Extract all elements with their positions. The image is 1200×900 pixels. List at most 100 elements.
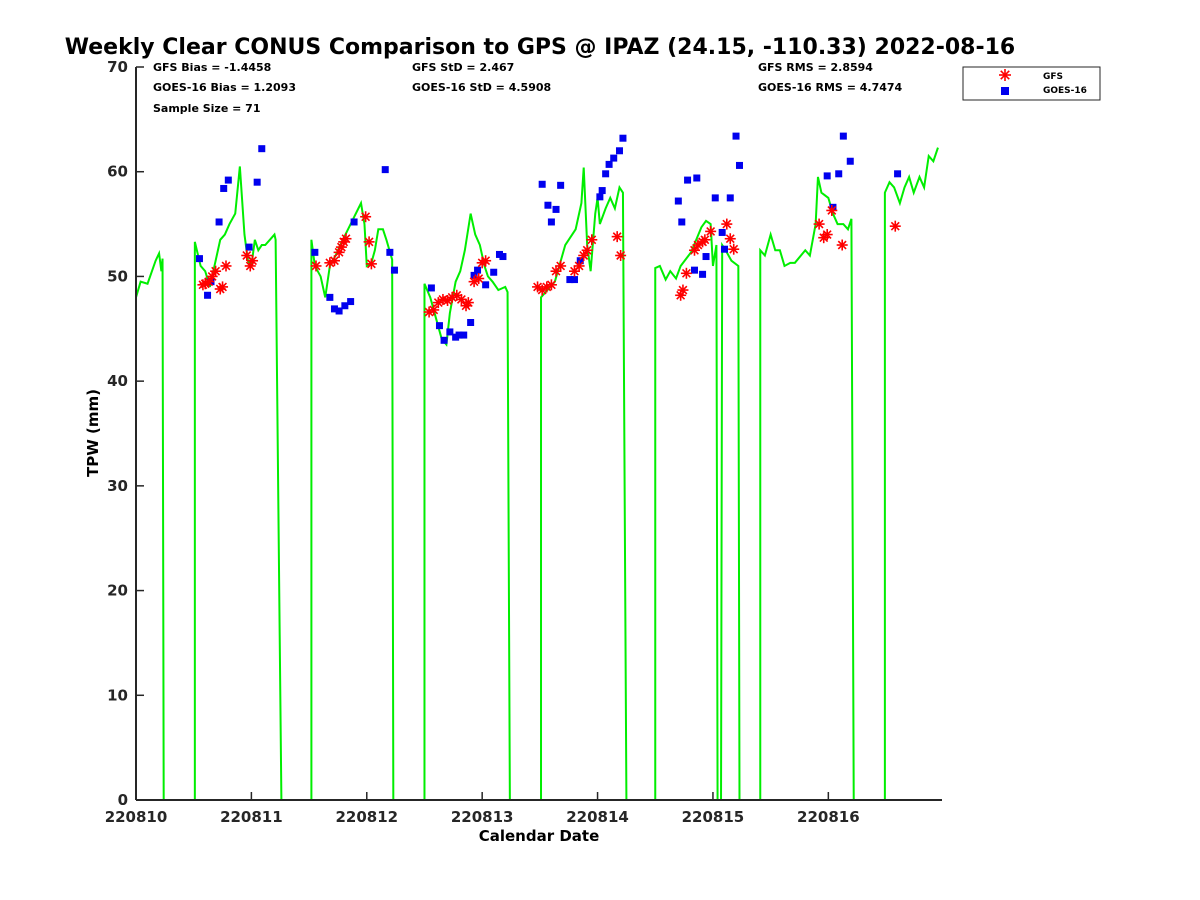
goes-point — [835, 170, 843, 178]
goes-point — [829, 203, 837, 211]
y-tick-label: 40 — [107, 372, 128, 390]
goes-point — [699, 270, 707, 278]
gfs-point — [821, 229, 833, 241]
stat-gfs-bias: GFS Bias = -1.4458 — [153, 61, 271, 74]
goes-point — [204, 291, 212, 299]
goes-point — [732, 132, 740, 140]
goes-point — [220, 184, 228, 192]
gfs-point — [677, 284, 689, 296]
goes-point — [674, 197, 682, 205]
x-tick-label: 220812 — [335, 808, 398, 826]
y-tick-label: 70 — [107, 58, 128, 76]
gfs-point — [724, 233, 736, 245]
goes-point — [224, 176, 232, 184]
legend-gfs-marker — [999, 69, 1011, 81]
goes-point — [605, 160, 613, 168]
gfs-point — [428, 304, 440, 316]
gfs-point — [555, 260, 567, 272]
goes-point — [576, 257, 584, 265]
x-tick-label: 220816 — [797, 808, 860, 826]
goes-point — [350, 218, 358, 226]
goes-point — [684, 176, 692, 184]
gfs-point — [455, 293, 467, 305]
y-axis-label: TPW (mm) — [84, 389, 102, 477]
goes-point — [544, 201, 552, 209]
goes-point — [490, 268, 498, 276]
gfs-point — [721, 218, 733, 230]
goes-point — [499, 253, 507, 261]
goes-point — [570, 276, 578, 284]
goes-point — [678, 218, 686, 226]
goes-point — [894, 170, 902, 178]
gfs-point — [578, 249, 590, 261]
x-tick-label: 220813 — [451, 808, 514, 826]
stat-gfs-rms: GFS RMS = 2.8594 — [758, 61, 873, 74]
gfs-point — [728, 243, 740, 255]
stat-goes-rms: GOES-16 RMS = 4.7474 — [758, 81, 903, 94]
goes-point — [435, 322, 443, 330]
y-tick-label: 10 — [107, 686, 128, 704]
x-tick-label: 220811 — [220, 808, 283, 826]
goes-point — [195, 255, 203, 263]
goes-point — [735, 161, 743, 169]
gfs-point — [541, 281, 553, 293]
gfs-point — [680, 267, 692, 279]
stat-sample-size: Sample Size = 71 — [153, 102, 260, 115]
gfs-point — [480, 255, 492, 267]
goes-point — [615, 147, 623, 155]
goes-point — [258, 145, 266, 153]
stat-goes-std: GOES-16 StD = 4.5908 — [412, 81, 551, 94]
gfs-point — [217, 281, 229, 293]
chart-title: Weekly Clear CONUS Comparison to GPS @ I… — [65, 35, 1015, 60]
x-axis-label: Calendar Date — [479, 827, 600, 845]
legend: GFS GOES-16 — [962, 66, 1101, 101]
gfs-point — [611, 231, 623, 243]
gfs-point — [581, 244, 593, 256]
y-tick-label: 30 — [107, 477, 128, 495]
goes-point — [619, 134, 627, 142]
x-tick-label: 220810 — [105, 808, 168, 826]
goes-point — [690, 266, 698, 274]
goes-point — [381, 166, 389, 174]
y-tick-label: 20 — [107, 582, 128, 600]
goes-point — [711, 194, 719, 202]
gfs-point — [324, 257, 336, 269]
gfs-point — [220, 260, 232, 272]
goes-point — [455, 331, 463, 339]
goes-point — [482, 281, 490, 289]
goes-point — [341, 302, 349, 310]
gfs-point — [615, 249, 627, 261]
goes-point — [552, 205, 560, 213]
legend-goes-label: GOES-16 — [1043, 86, 1087, 96]
goes-point — [474, 266, 482, 274]
goes-point — [427, 284, 435, 292]
gfs-point — [437, 293, 449, 305]
gfs-point — [889, 220, 901, 232]
goes-point — [460, 331, 468, 339]
gfs-point — [360, 211, 372, 223]
goes-point — [311, 248, 319, 256]
y-tick-label: 60 — [107, 163, 128, 181]
goes-point — [602, 170, 610, 178]
gfs-point — [699, 234, 711, 246]
goes-point — [718, 228, 726, 236]
goes-point — [347, 298, 355, 306]
goes-point — [846, 157, 854, 165]
goes-point — [470, 271, 478, 279]
goes-point — [547, 218, 555, 226]
gfs-point — [705, 225, 717, 237]
x-tick-label: 220814 — [566, 808, 629, 826]
goes-point — [253, 178, 261, 186]
gfs-point — [568, 265, 580, 277]
legend-gfs-asterisk — [999, 69, 1011, 81]
goes-point — [839, 132, 847, 140]
gfs-point — [586, 234, 598, 246]
y-tick-label: 0 — [118, 791, 128, 809]
goes-point — [566, 276, 574, 284]
goes-point — [610, 154, 618, 162]
gfs-point — [573, 260, 585, 272]
y-tick-label: 50 — [107, 267, 128, 285]
goes-point — [720, 245, 728, 253]
gfs-point — [446, 291, 458, 303]
